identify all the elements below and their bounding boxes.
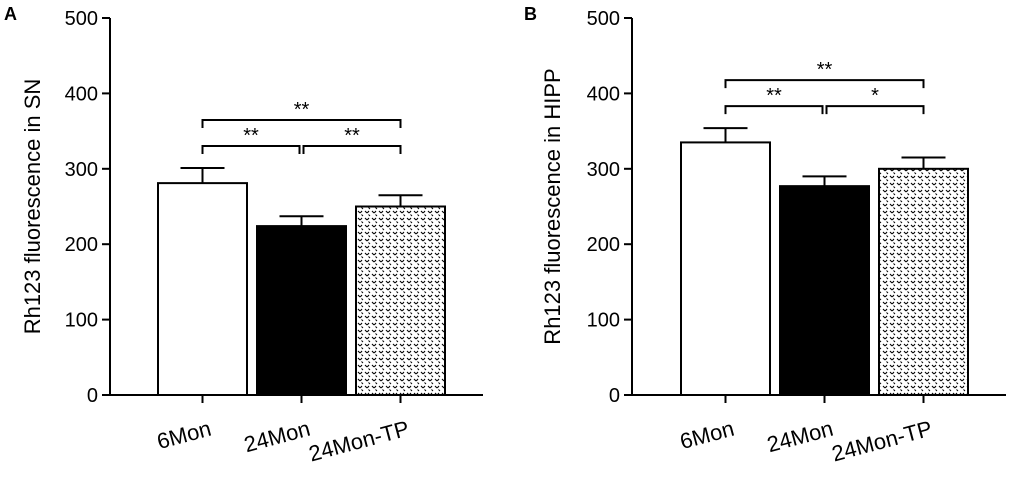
x-tick-label: 6Mon [677, 416, 737, 454]
y-tick-label: 300 [587, 159, 620, 181]
x-tick-label: 24Mon [764, 416, 835, 458]
significance-label: * [871, 85, 879, 107]
significance-label: ** [344, 125, 360, 147]
y-tick-label: 500 [587, 8, 620, 30]
significance-bracket [302, 145, 402, 155]
y-tick-label: 300 [65, 159, 98, 181]
bar-24mon [779, 185, 870, 396]
bar-6mon [157, 182, 248, 396]
significance-label: ** [817, 59, 833, 81]
chart-panel-a: A 0 100 200 300 400 500 Rh123 fluorescence in S… [4, 4, 483, 466]
significance-bracket [724, 79, 925, 89]
x-tick-label: 24Mon-TP [829, 416, 935, 467]
significance-label: ** [766, 85, 782, 107]
y-tick-label: 0 [87, 385, 98, 407]
y-axis-title: Rh123 fluorescence in SN [20, 79, 45, 335]
y-tick-label: 0 [609, 385, 620, 407]
y-tick-label: 100 [65, 310, 98, 332]
significance-label: ** [294, 99, 310, 121]
y-tick-label: 200 [587, 234, 620, 256]
y-tick-label: 100 [587, 310, 620, 332]
significance-bracket [201, 145, 301, 155]
y-tick-label: 200 [65, 234, 98, 256]
x-tick-label: 24Mon [241, 416, 312, 458]
bar-24mon-tp [878, 167, 969, 396]
panel-label: A [4, 4, 17, 24]
chart-panel-b: B 0 100 200 300 400 500 Rh123 fluorescence in H… [524, 4, 1006, 466]
bar-24mon [256, 225, 347, 396]
y-tick-label: 400 [65, 83, 98, 105]
bar-6mon [680, 141, 771, 396]
bar-24mon-tp [355, 205, 446, 396]
panel-label: B [524, 4, 537, 24]
significance-bracket [201, 119, 402, 129]
y-tick-label: 500 [65, 8, 98, 30]
x-tick-label: 24Mon-TP [306, 416, 412, 467]
significance-label: ** [243, 125, 259, 147]
significance-bracket [825, 105, 925, 115]
significance-bracket [724, 105, 824, 115]
x-tick-label: 6Mon [154, 416, 214, 454]
y-tick-label: 400 [587, 83, 620, 105]
y-axis-title: Rh123 fluorescence in HIPP [540, 68, 565, 344]
